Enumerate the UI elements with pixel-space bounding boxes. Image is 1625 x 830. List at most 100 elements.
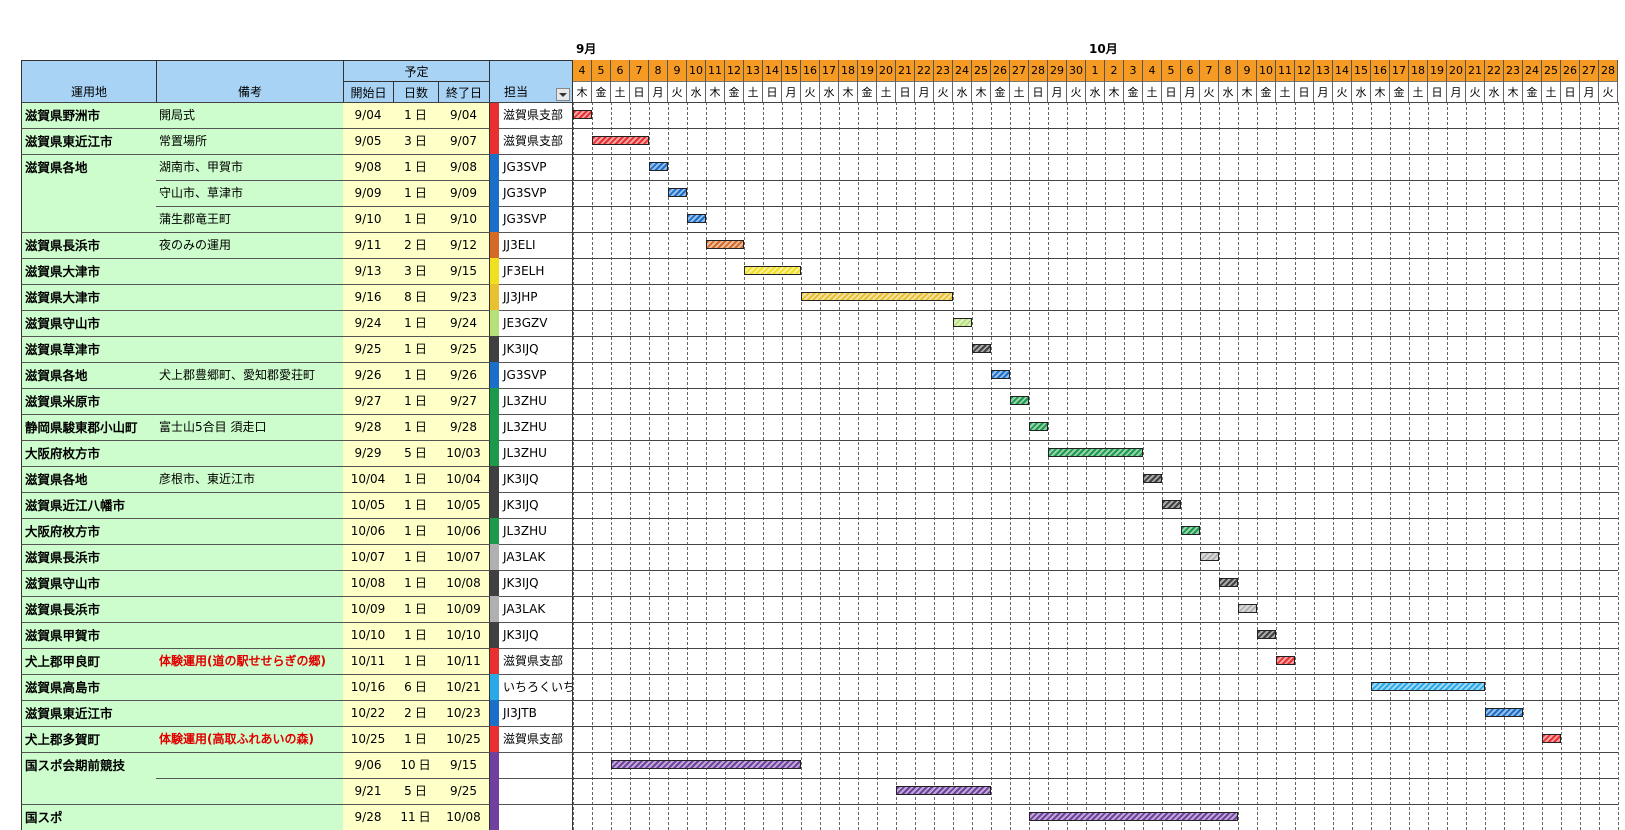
schedule-bar[interactable] bbox=[1238, 604, 1257, 613]
schedule-bar[interactable] bbox=[1029, 422, 1048, 431]
row-end-date-cell[interactable]: 9/08 bbox=[438, 154, 490, 180]
schedule-bar[interactable] bbox=[1010, 396, 1029, 405]
row-assignee-cell[interactable]: JK3IJQ bbox=[499, 570, 573, 596]
row-assignee-cell[interactable]: JL3ZHU bbox=[499, 388, 573, 414]
row-start-date-cell[interactable]: 10/08 bbox=[343, 570, 394, 596]
schedule-bar[interactable] bbox=[706, 240, 744, 249]
row-assignee-cell[interactable]: JJ3JHP bbox=[499, 284, 573, 310]
row-note-cell[interactable]: 常置場所 bbox=[156, 128, 344, 154]
row-location-cell[interactable]: 犬上郡甲良町 bbox=[21, 648, 157, 674]
schedule-bar[interactable] bbox=[611, 760, 801, 769]
row-end-date-cell[interactable]: 9/10 bbox=[438, 206, 490, 232]
row-note-cell[interactable]: 犬上郡豊郷町、愛知郡愛荘町 bbox=[156, 362, 344, 388]
schedule-bar[interactable] bbox=[573, 110, 592, 119]
row-start-date-cell[interactable]: 9/16 bbox=[343, 284, 394, 310]
row-start-date-cell[interactable]: 10/05 bbox=[343, 492, 394, 518]
row-end-date-cell[interactable]: 9/25 bbox=[438, 336, 490, 362]
row-start-date-cell[interactable]: 10/11 bbox=[343, 648, 394, 674]
row-location-cell[interactable]: 滋賀県近江八幡市 bbox=[21, 492, 157, 518]
schedule-bar[interactable] bbox=[991, 370, 1010, 379]
header-start[interactable]: 開始日 bbox=[343, 81, 394, 103]
row-end-date-cell[interactable]: 9/28 bbox=[438, 414, 490, 440]
schedule-bar[interactable] bbox=[1257, 630, 1276, 639]
row-end-date-cell[interactable]: 9/15 bbox=[438, 752, 490, 778]
row-note-cell[interactable] bbox=[156, 258, 344, 284]
row-end-date-cell[interactable]: 9/15 bbox=[438, 258, 490, 284]
row-start-date-cell[interactable]: 9/04 bbox=[343, 102, 394, 128]
row-end-date-cell[interactable]: 9/09 bbox=[438, 180, 490, 206]
row-location-cell[interactable]: 滋賀県各地 bbox=[21, 362, 157, 388]
row-location-cell[interactable]: 大阪府枚方市 bbox=[21, 440, 157, 466]
row-note-cell[interactable] bbox=[156, 544, 344, 570]
header-location[interactable]: 運用地 bbox=[21, 60, 157, 103]
row-start-date-cell[interactable]: 9/13 bbox=[343, 258, 394, 284]
schedule-bar[interactable] bbox=[687, 214, 706, 223]
row-start-date-cell[interactable]: 9/26 bbox=[343, 362, 394, 388]
row-assignee-cell[interactable]: 滋賀県支部 bbox=[499, 726, 573, 752]
row-start-date-cell[interactable]: 9/24 bbox=[343, 310, 394, 336]
row-location-cell[interactable]: 滋賀県甲賀市 bbox=[21, 622, 157, 648]
row-assignee-cell[interactable] bbox=[499, 752, 573, 778]
schedule-bar[interactable] bbox=[649, 162, 668, 171]
row-assignee-cell[interactable] bbox=[499, 778, 573, 804]
row-end-date-cell[interactable]: 9/04 bbox=[438, 102, 490, 128]
schedule-bar[interactable] bbox=[592, 136, 649, 145]
row-location-cell[interactable]: 滋賀県東近江市 bbox=[21, 700, 157, 726]
row-location-cell[interactable]: 滋賀県守山市 bbox=[21, 310, 157, 336]
row-end-date-cell[interactable]: 10/11 bbox=[438, 648, 490, 674]
row-assignee-cell[interactable]: JA3LAK bbox=[499, 544, 573, 570]
row-end-date-cell[interactable]: 10/10 bbox=[438, 622, 490, 648]
row-assignee-cell[interactable]: JK3IJQ bbox=[499, 466, 573, 492]
row-end-date-cell[interactable]: 10/07 bbox=[438, 544, 490, 570]
row-location-cell[interactable]: 国スポ bbox=[21, 804, 157, 830]
row-days-cell[interactable]: 11 日 bbox=[393, 804, 439, 830]
row-end-date-cell[interactable]: 10/04 bbox=[438, 466, 490, 492]
row-days-cell[interactable]: 10 日 bbox=[393, 752, 439, 778]
row-note-cell[interactable] bbox=[156, 336, 344, 362]
row-start-date-cell[interactable]: 10/09 bbox=[343, 596, 394, 622]
row-start-date-cell[interactable]: 9/06 bbox=[343, 752, 394, 778]
row-end-date-cell[interactable]: 9/25 bbox=[438, 778, 490, 804]
schedule-bar[interactable] bbox=[1485, 708, 1523, 717]
row-start-date-cell[interactable]: 10/07 bbox=[343, 544, 394, 570]
row-assignee-cell[interactable]: JK3IJQ bbox=[499, 492, 573, 518]
schedule-bar[interactable] bbox=[1162, 500, 1181, 509]
row-start-date-cell[interactable]: 10/22 bbox=[343, 700, 394, 726]
schedule-bar[interactable] bbox=[1048, 448, 1143, 457]
row-end-date-cell[interactable]: 10/08 bbox=[438, 570, 490, 596]
row-end-date-cell[interactable]: 10/03 bbox=[438, 440, 490, 466]
row-note-cell[interactable] bbox=[156, 284, 344, 310]
row-assignee-cell[interactable]: JL3ZHU bbox=[499, 440, 573, 466]
row-assignee-cell[interactable]: JG3SVP bbox=[499, 362, 573, 388]
schedule-bar[interactable] bbox=[972, 344, 991, 353]
row-assignee-cell[interactable]: 滋賀県支部 bbox=[499, 128, 573, 154]
row-start-date-cell[interactable]: 9/10 bbox=[343, 206, 394, 232]
row-assignee-cell[interactable]: JA3LAK bbox=[499, 596, 573, 622]
row-start-date-cell[interactable]: 9/05 bbox=[343, 128, 394, 154]
row-end-date-cell[interactable]: 10/09 bbox=[438, 596, 490, 622]
row-end-date-cell[interactable]: 9/07 bbox=[438, 128, 490, 154]
header-end[interactable]: 終了日 bbox=[438, 81, 490, 103]
row-assignee-cell[interactable]: JI3JTB bbox=[499, 700, 573, 726]
row-note-cell[interactable]: 守山市、草津市 bbox=[156, 180, 344, 206]
row-assignee-cell[interactable]: JG3SVP bbox=[499, 206, 573, 232]
row-start-date-cell[interactable]: 9/11 bbox=[343, 232, 394, 258]
row-assignee-cell[interactable]: JL3ZHU bbox=[499, 414, 573, 440]
row-note-cell[interactable] bbox=[156, 622, 344, 648]
row-start-date-cell[interactable]: 9/28 bbox=[343, 804, 394, 830]
schedule-bar[interactable] bbox=[744, 266, 801, 275]
row-start-date-cell[interactable]: 10/06 bbox=[343, 518, 394, 544]
row-note-cell[interactable] bbox=[156, 310, 344, 336]
row-location-cell[interactable]: 犬上郡多賀町 bbox=[21, 726, 157, 752]
row-location-cell[interactable]: 滋賀県各地 bbox=[21, 154, 157, 180]
